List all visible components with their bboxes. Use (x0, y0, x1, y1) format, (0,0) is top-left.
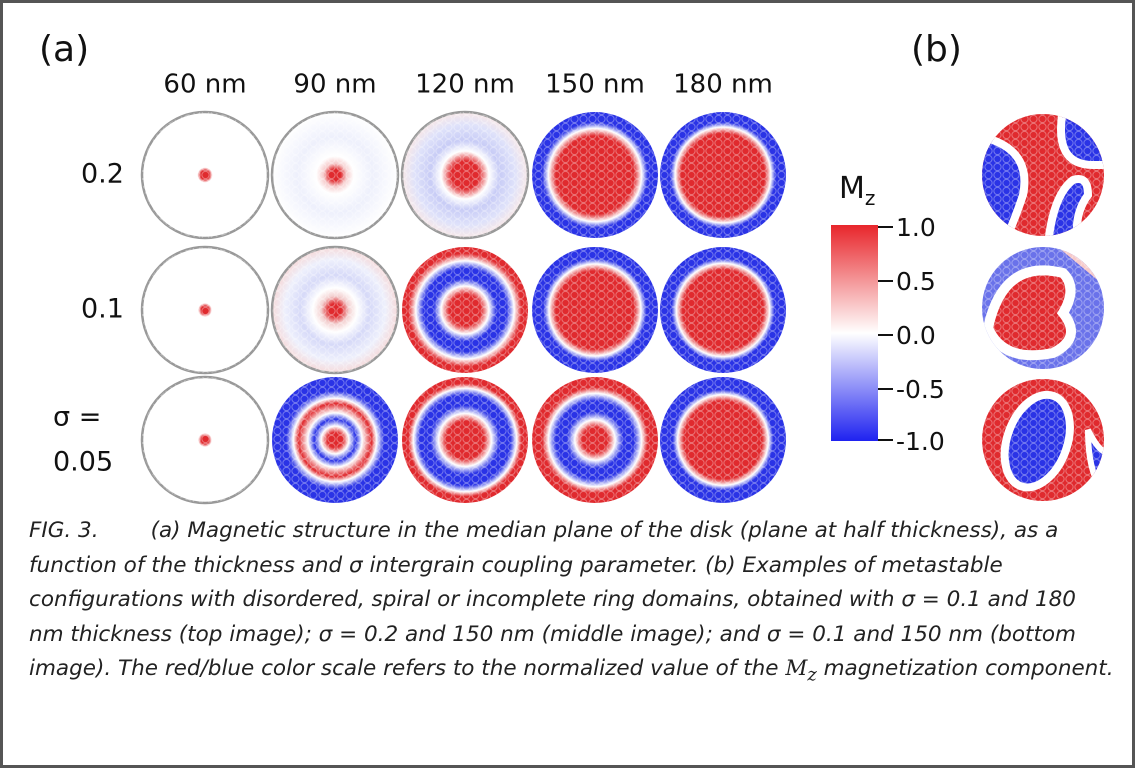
disk-texture (142, 112, 268, 238)
colorbar-label: -0.5 (896, 375, 945, 404)
colorbar-label: 0.5 (896, 267, 936, 296)
colorbar (831, 225, 878, 441)
colorbar-label: -1.0 (896, 427, 945, 456)
disk-texture (532, 247, 658, 373)
math-subscript: z (807, 664, 817, 686)
row-label: 0.2 (81, 159, 124, 190)
disk-texture (532, 377, 658, 503)
disk-texture (142, 247, 268, 373)
colorbar-label: 0.0 (896, 321, 936, 350)
disk-texture (660, 112, 786, 238)
colorbar-symbol: M (839, 171, 865, 206)
disk-texture (142, 377, 268, 503)
panel-label: (b) (911, 29, 962, 70)
disk-texture (402, 247, 528, 373)
colorbar-subscript: z (865, 186, 876, 210)
caption-text: magnetization component. (816, 656, 1114, 681)
disk-texture (402, 377, 528, 503)
disk-texture (982, 379, 1104, 501)
disk-texture (402, 112, 528, 238)
column-label: 90 nm (293, 70, 376, 100)
colorbar-title: Mz (839, 171, 875, 210)
disk-texture (982, 247, 1104, 369)
disk-texture (660, 377, 786, 503)
figure-graphic: (a) (b) Mz 1.0 0.5 0.0 -0.5 -1.0 60 nm 90 nm 1… (39, 29, 1104, 505)
row-label: σ = (53, 402, 101, 433)
disk-texture (982, 114, 1104, 236)
disk-grid (140, 110, 1104, 505)
figure-label: FIG. 3. (29, 518, 99, 543)
column-label: 120 nm (415, 70, 515, 100)
disk-texture (532, 112, 658, 238)
colorbar-labels: 1.0 0.5 0.0 -0.5 -1.0 (896, 213, 945, 456)
disk-texture (660, 247, 786, 373)
disk-texture (272, 247, 398, 373)
caption: FIG. 3. (a) Magnetic structure in the med… (29, 514, 1114, 693)
disk-texture (272, 112, 398, 238)
column-label: 150 nm (545, 70, 645, 100)
row-label: 0.1 (81, 294, 124, 325)
column-label: 60 nm (163, 70, 246, 100)
column-label: 180 nm (673, 70, 773, 100)
colorbar-ticks (878, 226, 893, 441)
math-symbol: M (785, 656, 808, 681)
panel-label: (a) (39, 29, 89, 70)
caption-text: (a) Magnetic structure in the median pla… (29, 518, 1076, 681)
row-label: 0.05 (53, 447, 113, 478)
disk-texture (272, 377, 398, 503)
colorbar-label: 1.0 (896, 213, 936, 242)
